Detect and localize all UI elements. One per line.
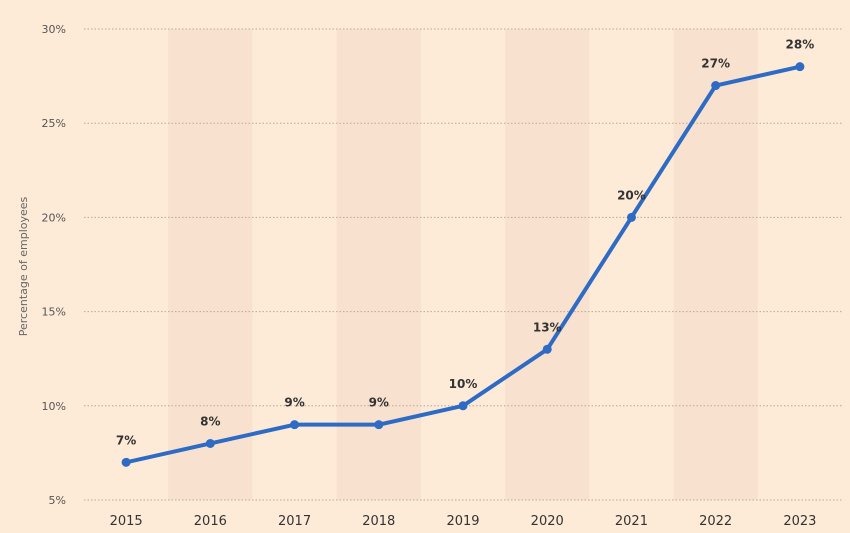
y-axis-ticks: 5% 10% 15% 20% 25% 30%	[42, 23, 66, 507]
y-tick-label: 15%	[42, 306, 66, 319]
data-point-2021[interactable]	[626, 212, 636, 222]
x-tick-label: 2021	[615, 514, 648, 529]
data-point-2017[interactable]	[290, 420, 300, 430]
x-tick-label: 2022	[699, 514, 732, 529]
column-band-2018	[336, 29, 421, 500]
data-label-2019: 10%	[449, 377, 478, 391]
data-label-2023: 28%	[786, 38, 815, 52]
column-band-2022	[673, 29, 758, 500]
y-tick-label: 5%	[49, 494, 66, 507]
x-axis-ticks: 2015 2016 2017 2018 2019 2020 2021 2022 2023	[110, 514, 817, 529]
x-tick-label: 2019	[446, 514, 479, 529]
data-point-2022[interactable]	[711, 81, 721, 91]
data-label-2015: 7%	[116, 433, 136, 447]
data-point-2016[interactable]	[205, 438, 215, 448]
x-tick-label: 2017	[278, 514, 311, 529]
column-band-2020	[505, 29, 590, 500]
y-tick-label: 25%	[42, 117, 66, 130]
data-label-2020: 13%	[533, 320, 562, 334]
data-point-2020[interactable]	[542, 344, 552, 354]
data-label-2022: 27%	[701, 57, 730, 71]
data-point-2019[interactable]	[458, 401, 468, 411]
series-group	[121, 62, 805, 467]
data-label-2016: 8%	[200, 414, 220, 428]
data-label-2018: 9%	[369, 396, 389, 410]
data-point-2023[interactable]	[795, 62, 805, 72]
data-point-2018[interactable]	[374, 420, 384, 430]
column-bands	[168, 29, 758, 500]
column-band-2016	[168, 29, 253, 500]
x-tick-label: 2018	[362, 514, 395, 529]
y-tick-label: 30%	[42, 23, 66, 36]
data-label-2021: 20%	[617, 188, 646, 202]
x-tick-label: 2020	[531, 514, 564, 529]
data-labels: 7% 8% 9% 9% 10% 13% 20% 27% 28%	[116, 38, 814, 448]
y-tick-label: 20%	[42, 211, 66, 224]
x-tick-label: 2023	[783, 514, 816, 529]
y-tick-label: 10%	[42, 400, 66, 413]
y-axis-label: Percentage of employees	[17, 196, 30, 336]
x-tick-label: 2016	[194, 514, 227, 529]
x-tick-label: 2015	[110, 514, 143, 529]
data-label-2017: 9%	[284, 396, 304, 410]
data-point-2015[interactable]	[121, 457, 131, 467]
